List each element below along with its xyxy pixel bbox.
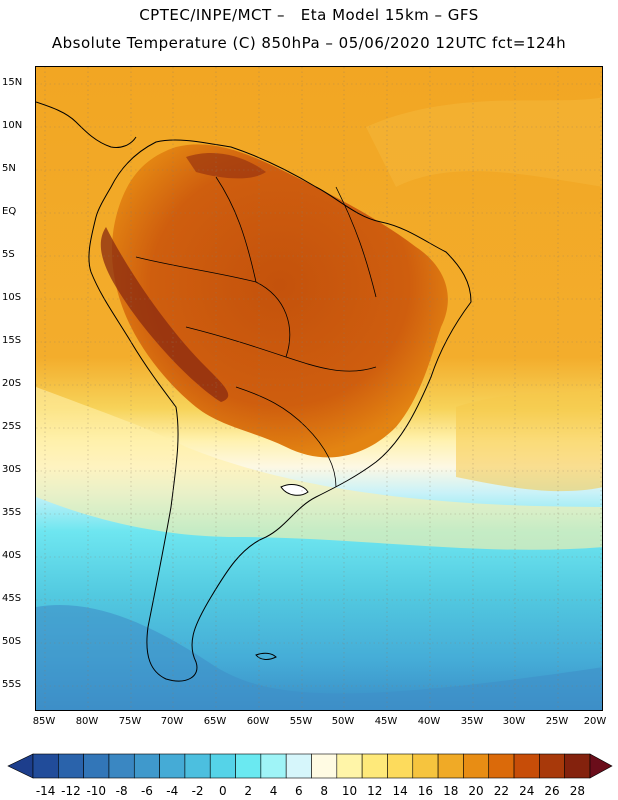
subtropical-cream-band (36, 387, 602, 550)
colorbar-label: 0 (219, 784, 227, 798)
colorbar-label: 24 (519, 784, 535, 798)
lat-label-15s: 15S (2, 335, 22, 346)
colorbar-swatch (108, 753, 135, 779)
colorbar-label: 4 (269, 784, 278, 798)
lon-label-25w: 25W (545, 716, 569, 727)
colorbar-label: -14 (35, 784, 56, 798)
colorbar-label: -2 (191, 784, 204, 798)
map-title: CPTEC/INPE/MCT – Eta Model 15km – GFS (139, 6, 479, 24)
colorbar-label: 22 (493, 784, 510, 798)
lon-label-65w: 65W (203, 716, 227, 727)
lat-label-45s: 45S (2, 593, 22, 604)
colorbar-label: -4 (166, 784, 179, 798)
temperature-colorbar (0, 752, 618, 800)
lon-label-55w: 55W (289, 716, 313, 727)
lon-label-40w: 40W (417, 716, 441, 727)
map-subtitle: Absolute Temperature (C) 850hPa – 05/06/… (51, 34, 567, 52)
lon-label-75w: 75W (118, 716, 142, 727)
colorbar-swatch (32, 753, 59, 779)
falkland-islands (255, 652, 277, 660)
lat-label-eq: EQ (2, 206, 17, 217)
lon-label-60w: 60W (246, 716, 270, 727)
lon-label-85w: 85W (32, 716, 56, 727)
colorbar-swatch (285, 753, 312, 779)
colorbar-label: -6 (140, 784, 153, 798)
colorbar-label: 6 (295, 784, 303, 798)
colorbar-swatch (235, 753, 262, 779)
colorbar-swatch (412, 753, 439, 779)
colorbar-swatch (83, 753, 110, 779)
colorbar-swatch (336, 753, 363, 779)
colorbar-label: 12 (367, 784, 383, 798)
lat-label-5n: 5N (2, 163, 16, 174)
colorbar-swatch (159, 753, 186, 779)
northern-hot-patch (186, 152, 266, 179)
colorbar-swatch (311, 753, 338, 779)
lat-label-5s: 5S (2, 249, 15, 260)
central-america-coastline (36, 101, 137, 148)
colorbar-swatch (133, 753, 160, 779)
lat-label-20s: 20S (2, 378, 22, 389)
colorbar-label: -10 (86, 784, 107, 798)
colorbar-swatch (463, 753, 490, 779)
temperature-map (35, 66, 603, 711)
colorbar-swatch (437, 753, 464, 779)
lat-label-15n: 15N (2, 77, 23, 88)
southern-cold-blob (36, 605, 602, 710)
south-america-coastline (88, 139, 472, 682)
colorbar-label: -12 (61, 784, 81, 798)
colorbar-label: 28 (569, 784, 585, 798)
colorbar-label: 20 (468, 784, 484, 798)
atlantic-warm-band (366, 97, 602, 187)
colorbar-swatch (184, 753, 211, 779)
colorbar-label: 14 (392, 784, 408, 798)
lat-label-30s: 30S (2, 464, 22, 475)
lon-label-35w: 35W (460, 716, 484, 727)
rio-de-la-plata (280, 484, 309, 496)
lat-label-10n: 10N (2, 120, 23, 131)
colorbar-swatch (539, 753, 565, 779)
lon-label-50w: 50W (331, 716, 355, 727)
colorbar-swatch (488, 753, 515, 779)
andes-hot-streak (100, 227, 229, 402)
colorbar-high-arrow (589, 753, 613, 779)
lon-label-70w: 70W (160, 716, 184, 727)
colorbar-swatch (361, 753, 388, 779)
graticule (36, 67, 602, 710)
colorbar-swatch (387, 753, 414, 779)
lon-label-45w: 45W (374, 716, 398, 727)
lon-label-30w: 30W (502, 716, 526, 727)
colorbar-low-arrow (7, 753, 34, 779)
lat-label-40s: 40S (2, 550, 22, 561)
lat-label-35s: 35S (2, 507, 22, 518)
lat-label-55s: 55S (2, 679, 22, 690)
colorbar-swatch (260, 753, 287, 779)
colorbar-label: 26 (544, 784, 560, 798)
colorbar-label: 16 (417, 784, 434, 798)
colorbar-swatch (58, 753, 84, 779)
colorbar-swatch (564, 753, 591, 779)
colorbar-label: -8 (115, 784, 128, 798)
colorbar-swatch (513, 753, 540, 779)
lon-label-20w: 20W (583, 716, 607, 727)
colorbar-label: 18 (443, 784, 459, 798)
lon-label-80w: 80W (75, 716, 99, 727)
lat-label-10s: 10S (2, 292, 22, 303)
lat-label-50s: 50S (2, 636, 22, 647)
colorbar-label: 8 (320, 784, 328, 798)
colorbar-label: 10 (341, 784, 358, 798)
colorbar-swatch (209, 753, 236, 779)
lat-label-25s: 25S (2, 421, 22, 432)
colorbar-label: 2 (244, 784, 253, 798)
atlantic-cooler-band (456, 387, 602, 492)
